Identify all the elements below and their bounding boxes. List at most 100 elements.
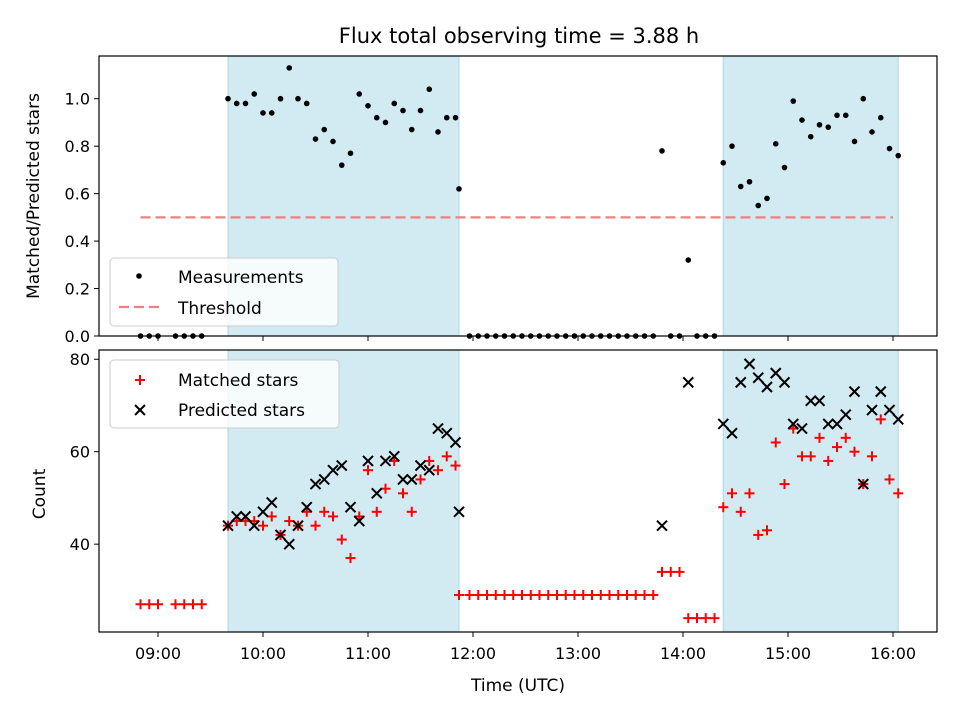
matched-star-marker xyxy=(525,590,536,601)
matched-star-marker xyxy=(770,437,781,448)
measurement-point xyxy=(373,114,380,121)
matched-star-marker xyxy=(517,590,527,601)
marker-stroke xyxy=(397,473,409,486)
matched-star-marker xyxy=(188,599,198,610)
measurement-point xyxy=(781,164,788,171)
predicted-stars-points xyxy=(222,358,904,550)
matched-star-marker xyxy=(319,506,330,517)
matched-star-marker xyxy=(727,488,737,499)
matched-star-marker xyxy=(867,451,877,462)
marker-stroke xyxy=(239,510,252,523)
predicted-star-marker xyxy=(857,478,869,490)
marker-stroke xyxy=(406,473,418,486)
legend-box xyxy=(109,257,339,327)
measurement-point xyxy=(356,91,363,97)
marker-stroke xyxy=(813,395,826,407)
bottom-axes-frame xyxy=(98,349,938,633)
marker-stroke xyxy=(423,464,435,476)
predicted-star-marker xyxy=(743,358,756,370)
matched-star-marker xyxy=(569,590,580,601)
matched-star-marker xyxy=(363,465,373,476)
measurement-point xyxy=(456,186,462,192)
marker-stroke xyxy=(336,459,348,472)
marker-stroke xyxy=(248,519,260,532)
matched-star-marker xyxy=(832,442,842,453)
matched-star-marker xyxy=(464,590,475,601)
shaded-interval xyxy=(722,55,899,337)
measurement-point xyxy=(295,95,301,102)
predicted-star-marker xyxy=(682,376,694,389)
predicted-star-marker xyxy=(231,510,243,523)
marker-stroke xyxy=(787,418,799,430)
legend-matched-marker xyxy=(135,375,145,385)
measurement-point xyxy=(321,126,328,133)
matched-star-marker xyxy=(534,590,545,601)
legend-predicted-marker xyxy=(134,404,146,416)
chart-title: Flux total observing time = 3.88 h xyxy=(339,24,699,48)
measurement-point xyxy=(816,122,823,128)
matched-star-marker xyxy=(595,590,606,601)
predicted-star-marker xyxy=(656,519,668,532)
marker-stroke xyxy=(379,455,392,467)
matched-star-marker xyxy=(587,590,597,601)
matched-star-marker xyxy=(578,590,589,601)
measurement-point xyxy=(746,178,753,185)
marker-stroke xyxy=(453,506,465,518)
matched-star-marker xyxy=(560,590,571,601)
marker-stroke xyxy=(257,506,269,518)
measurement-point xyxy=(233,100,240,107)
measurement-point xyxy=(268,110,275,116)
y-tick-label: 1.0 xyxy=(65,90,90,109)
y-tick-label: 0.8 xyxy=(65,137,90,156)
matched-star-marker xyxy=(744,488,755,499)
matched-star-marker xyxy=(604,590,615,601)
measurement-point xyxy=(886,145,893,152)
measurement-point xyxy=(720,159,727,166)
measurement-point xyxy=(851,138,858,145)
marker-stroke xyxy=(831,418,843,430)
matched-star-marker xyxy=(454,590,464,601)
legend-threshold-label: Threshold xyxy=(177,299,262,319)
matched-star-marker xyxy=(170,599,181,610)
predicted-star-marker xyxy=(274,529,287,541)
predicted-star-marker xyxy=(336,459,348,472)
marker-stroke xyxy=(840,409,852,421)
matched-star-marker xyxy=(753,529,764,540)
matched-star-marker xyxy=(196,599,207,610)
legend-measurement-marker xyxy=(136,273,142,279)
predicted-star-marker xyxy=(831,418,843,430)
marker-stroke xyxy=(796,422,808,435)
measurement-point xyxy=(338,162,345,168)
x-tick-label: 15:00 xyxy=(765,644,811,663)
matched-star-marker xyxy=(762,525,772,536)
marker-stroke xyxy=(222,519,234,532)
top-legend: Measurements Threshold xyxy=(109,257,339,327)
matched-star-marker xyxy=(371,506,382,517)
matched-star-marker xyxy=(424,455,435,466)
marker-stroke xyxy=(866,404,878,416)
measurement-point xyxy=(842,112,849,119)
predicted-star-marker xyxy=(813,395,826,407)
predicted-star-marker xyxy=(414,459,427,472)
predicted-star-marker xyxy=(848,385,861,398)
marker-stroke xyxy=(266,496,278,509)
matched-star-marker xyxy=(398,488,408,499)
matched-star-marker xyxy=(336,534,347,545)
bottom-x-ticks: 09:00 10:00 11:00 12:00 13:00 14:00 15:00 16:00 xyxy=(135,632,916,663)
measurement-point xyxy=(260,110,266,116)
marker-stroke xyxy=(353,515,365,527)
legend-matched-label: Matched stars xyxy=(178,371,298,391)
matched-star-marker xyxy=(441,451,452,462)
matched-star-marker xyxy=(622,590,632,601)
predicted-star-marker xyxy=(301,501,313,513)
y-tick-label: 0.6 xyxy=(65,185,90,204)
matched-star-marker xyxy=(144,599,155,610)
matched-star-marker xyxy=(797,451,807,462)
top-y-ticks: 0.0 0.2 0.4 0.6 0.8 1.0 xyxy=(65,90,99,346)
marker-stroke xyxy=(761,381,773,393)
marker-stroke xyxy=(301,501,313,513)
matched-star-marker xyxy=(473,590,484,601)
marker-stroke xyxy=(848,385,861,398)
predicted-star-marker xyxy=(787,418,799,430)
predicted-star-marker xyxy=(327,464,339,476)
